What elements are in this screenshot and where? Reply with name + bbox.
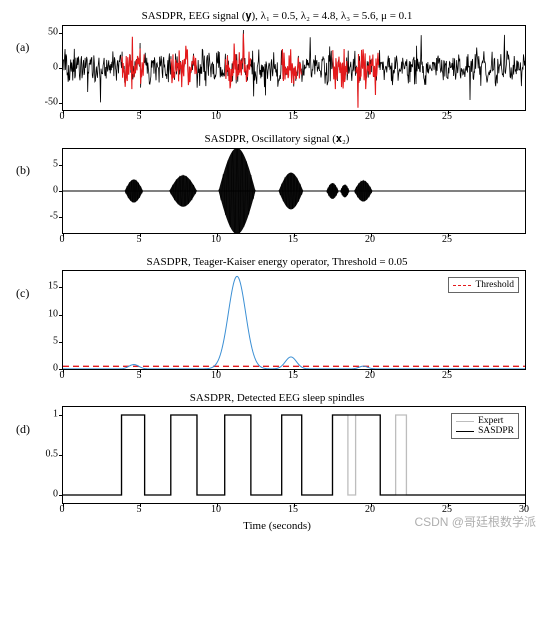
y-tick-label: 0.5 [46,449,59,460]
panel-d: SASDPR, Detected EEG sleep spindles (d) … [10,392,544,532]
y-tick-label: -5 [50,211,58,222]
x-tick-label: 15 [288,234,298,245]
panel-d-legend: Expert SASDPR [451,413,519,439]
y-tick-label: 0 [53,62,58,73]
legend-row-sasdpr: SASDPR [456,426,514,436]
x-tick-label: 15 [288,370,298,381]
y-tick-label: 0 [53,185,58,196]
sasdpr-swatch [456,431,474,432]
panel-a-yticks: -50 0 50 [36,25,60,109]
x-tick-label: 10 [211,234,221,245]
x-tick-label: 20 [365,504,375,515]
y-tick-label: 10 [48,308,58,319]
y-tick-label: 5 [53,335,58,346]
legend-row-expert: Expert [456,416,514,426]
panel-b-plot [62,148,526,234]
panel-a-plot [62,25,526,111]
x-tick-label: 10 [211,111,221,122]
panel-d-label: (d) [16,422,30,437]
y-tick-label: 50 [48,27,58,38]
panel-c-xticks: 0 5 10 15 20 25 [62,370,526,384]
expert-label: Expert [478,416,503,426]
panel-b: SASDPR, Oscillatory signal (𝐱₂) (b) -5 0 5… [10,133,544,248]
panel-b-yticks: -5 0 5 [36,148,60,232]
x-tick-label: 25 [442,370,452,381]
expert-swatch [456,421,474,422]
x-tick-label: 20 [365,370,375,381]
x-tick-label: 5 [137,234,142,245]
panel-d-title: SASDPR, Detected EEG sleep spindles [10,392,544,404]
y-tick-label: 1 [53,409,58,420]
x-tick-label: 25 [442,111,452,122]
figure-container: SASDPR, EEG signal (𝐲), λ₁ = 0.5, λ₂ = 4… [10,10,544,532]
panel-d-plot: Expert SASDPR [62,406,526,504]
panel-b-title: SASDPR, Oscillatory signal (𝐱₂) [10,133,544,146]
watermark-text: CSDN @哥廷根数学派 [414,513,536,530]
panel-b-label: (b) [16,163,30,178]
x-tick-label: 25 [442,234,452,245]
x-tick-label: 0 [60,370,65,381]
panel-a-label: (a) [16,40,29,55]
x-tick-label: 20 [365,111,375,122]
x-tick-label: 15 [288,111,298,122]
panel-c-title: SASDPR, Teager-Kaiser energy operator, T… [10,256,544,268]
panel-a-title: SASDPR, EEG signal (𝐲), λ₁ = 0.5, λ₂ = 4… [10,10,544,23]
panel-c-legend: Threshold [448,277,519,293]
x-tick-label: 15 [288,504,298,515]
threshold-label: Threshold [475,280,514,290]
y-tick-label: 15 [48,281,58,292]
x-tick-label: 5 [137,370,142,381]
sasdpr-label: SASDPR [478,426,514,436]
x-tick-label: 5 [137,111,142,122]
panel-c: SASDPR, Teager-Kaiser energy operator, T… [10,256,544,384]
x-tick-label: 0 [60,234,65,245]
panel-b-xticks: 0 5 10 15 20 25 [62,234,526,248]
x-tick-label: 0 [60,111,65,122]
panel-c-label: (c) [16,286,29,301]
threshold-swatch [453,285,471,286]
x-tick-label: 0 [60,504,65,515]
panel-c-plot: Threshold [62,270,526,370]
x-tick-label: 10 [211,504,221,515]
legend-row-threshold: Threshold [453,280,514,290]
panel-d-yticks: 00.51 [36,406,60,502]
y-tick-label: 5 [53,158,58,169]
x-tick-label: 20 [365,234,375,245]
x-tick-label: 10 [211,370,221,381]
y-tick-label: -50 [45,97,58,108]
panel-a: SASDPR, EEG signal (𝐲), λ₁ = 0.5, λ₂ = 4… [10,10,544,125]
panel-c-yticks: 051015 [36,270,60,368]
y-tick-label: 0 [53,363,58,374]
panel-a-xticks: 0 5 10 15 20 25 [62,111,526,125]
y-tick-label: 0 [53,489,58,500]
x-tick-label: 5 [137,504,142,515]
